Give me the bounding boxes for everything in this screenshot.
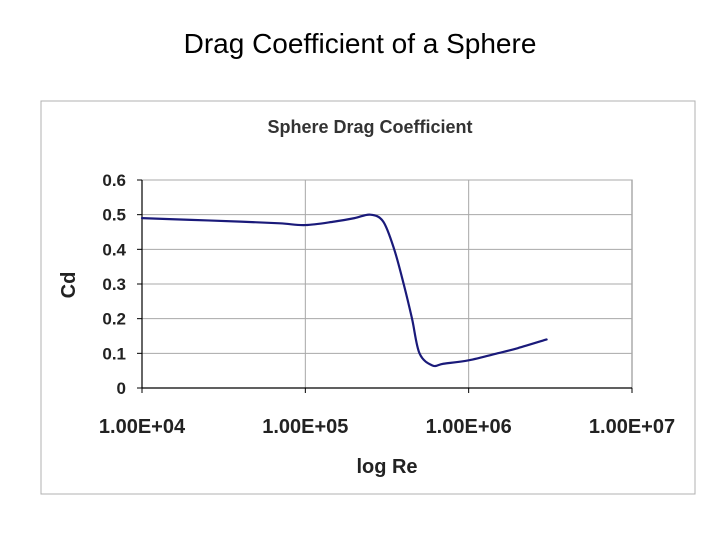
x-axis-label: log Re <box>356 456 417 478</box>
chart-title: Sphere Drag Coefficient <box>267 117 472 137</box>
x-tick-label: 1.00E+06 <box>426 416 512 438</box>
y-axis-label: Cd <box>58 272 80 299</box>
slide-title: Drag Coefficient of a Sphere <box>183 28 537 59</box>
y-tick-label: 0 <box>117 379 126 398</box>
y-tick-label: 0.3 <box>102 275 126 294</box>
y-tick-label: 0.1 <box>102 344 126 363</box>
y-tick-label: 0.4 <box>102 240 126 259</box>
x-tick-label: 1.00E+07 <box>589 416 675 438</box>
y-tick-label: 0.2 <box>102 310 126 329</box>
plot-area: 0 0.1 0.2 0.3 0.4 0.5 0.6 1.00E+04 1.00E+05 1.00E… <box>99 171 675 438</box>
y-tick-label: 0.5 <box>102 206 126 225</box>
series-line-0 <box>140 213 548 368</box>
x-tick-label: 1.00E+05 <box>262 416 348 438</box>
x-tick-label: 1.00E+04 <box>99 416 186 438</box>
y-tick-label: 0.6 <box>102 171 126 190</box>
